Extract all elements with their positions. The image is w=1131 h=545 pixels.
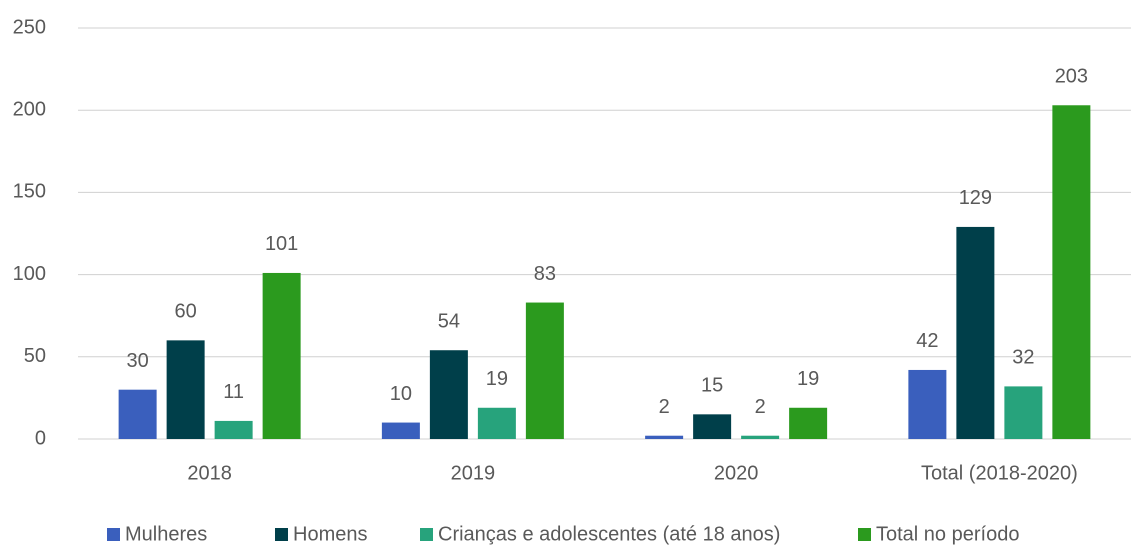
data-label: 32 bbox=[1012, 347, 1034, 369]
bar bbox=[381, 422, 420, 439]
data-label: 101 bbox=[265, 233, 298, 255]
bar bbox=[908, 369, 947, 439]
bar bbox=[1052, 105, 1091, 439]
legend-label: Total no período bbox=[876, 523, 1019, 545]
bar bbox=[693, 414, 732, 439]
legend-swatch bbox=[107, 528, 120, 541]
x-tick-label: Total (2018-2020) bbox=[921, 462, 1078, 484]
legend-label: Homens bbox=[293, 523, 367, 545]
data-label: 19 bbox=[486, 368, 508, 390]
bar bbox=[956, 226, 995, 439]
y-tick-label: 0 bbox=[35, 427, 46, 449]
bar bbox=[741, 435, 780, 439]
data-label: 60 bbox=[175, 301, 197, 323]
bar bbox=[166, 340, 205, 439]
data-label: 42 bbox=[916, 330, 938, 352]
y-tick-label: 100 bbox=[13, 263, 46, 285]
bar bbox=[118, 389, 157, 439]
x-tick-label: 2020 bbox=[714, 462, 759, 484]
bar bbox=[214, 420, 253, 439]
y-tick-label: 150 bbox=[13, 181, 46, 203]
bar bbox=[429, 350, 468, 439]
bar bbox=[262, 272, 301, 439]
legend-swatch bbox=[858, 528, 871, 541]
bar bbox=[789, 407, 828, 439]
bar bbox=[525, 302, 564, 439]
data-label: 15 bbox=[701, 375, 723, 397]
data-label: 54 bbox=[438, 311, 460, 333]
bar bbox=[477, 407, 516, 439]
data-label: 129 bbox=[959, 187, 992, 209]
y-tick-label: 250 bbox=[13, 16, 46, 38]
legend-swatch bbox=[275, 528, 288, 541]
x-tick-label: 2019 bbox=[451, 462, 496, 484]
data-label: 11 bbox=[223, 381, 244, 403]
data-label: 30 bbox=[127, 350, 149, 372]
y-tick-label: 200 bbox=[13, 98, 46, 120]
legend-swatch bbox=[420, 528, 433, 541]
legend-label: Crianças e adolescentes (até 18 anos) bbox=[438, 523, 780, 545]
data-label: 83 bbox=[534, 263, 556, 285]
data-label: 2 bbox=[755, 396, 766, 418]
bar bbox=[645, 435, 684, 439]
data-label: 19 bbox=[797, 368, 819, 390]
data-label: 10 bbox=[390, 383, 412, 405]
data-label: 203 bbox=[1055, 66, 1088, 88]
bar bbox=[1004, 386, 1043, 439]
legend-label: Mulheres bbox=[125, 523, 207, 545]
x-tick-label: 2018 bbox=[187, 462, 232, 484]
data-label: 2 bbox=[659, 396, 670, 418]
y-tick-label: 50 bbox=[24, 345, 46, 367]
